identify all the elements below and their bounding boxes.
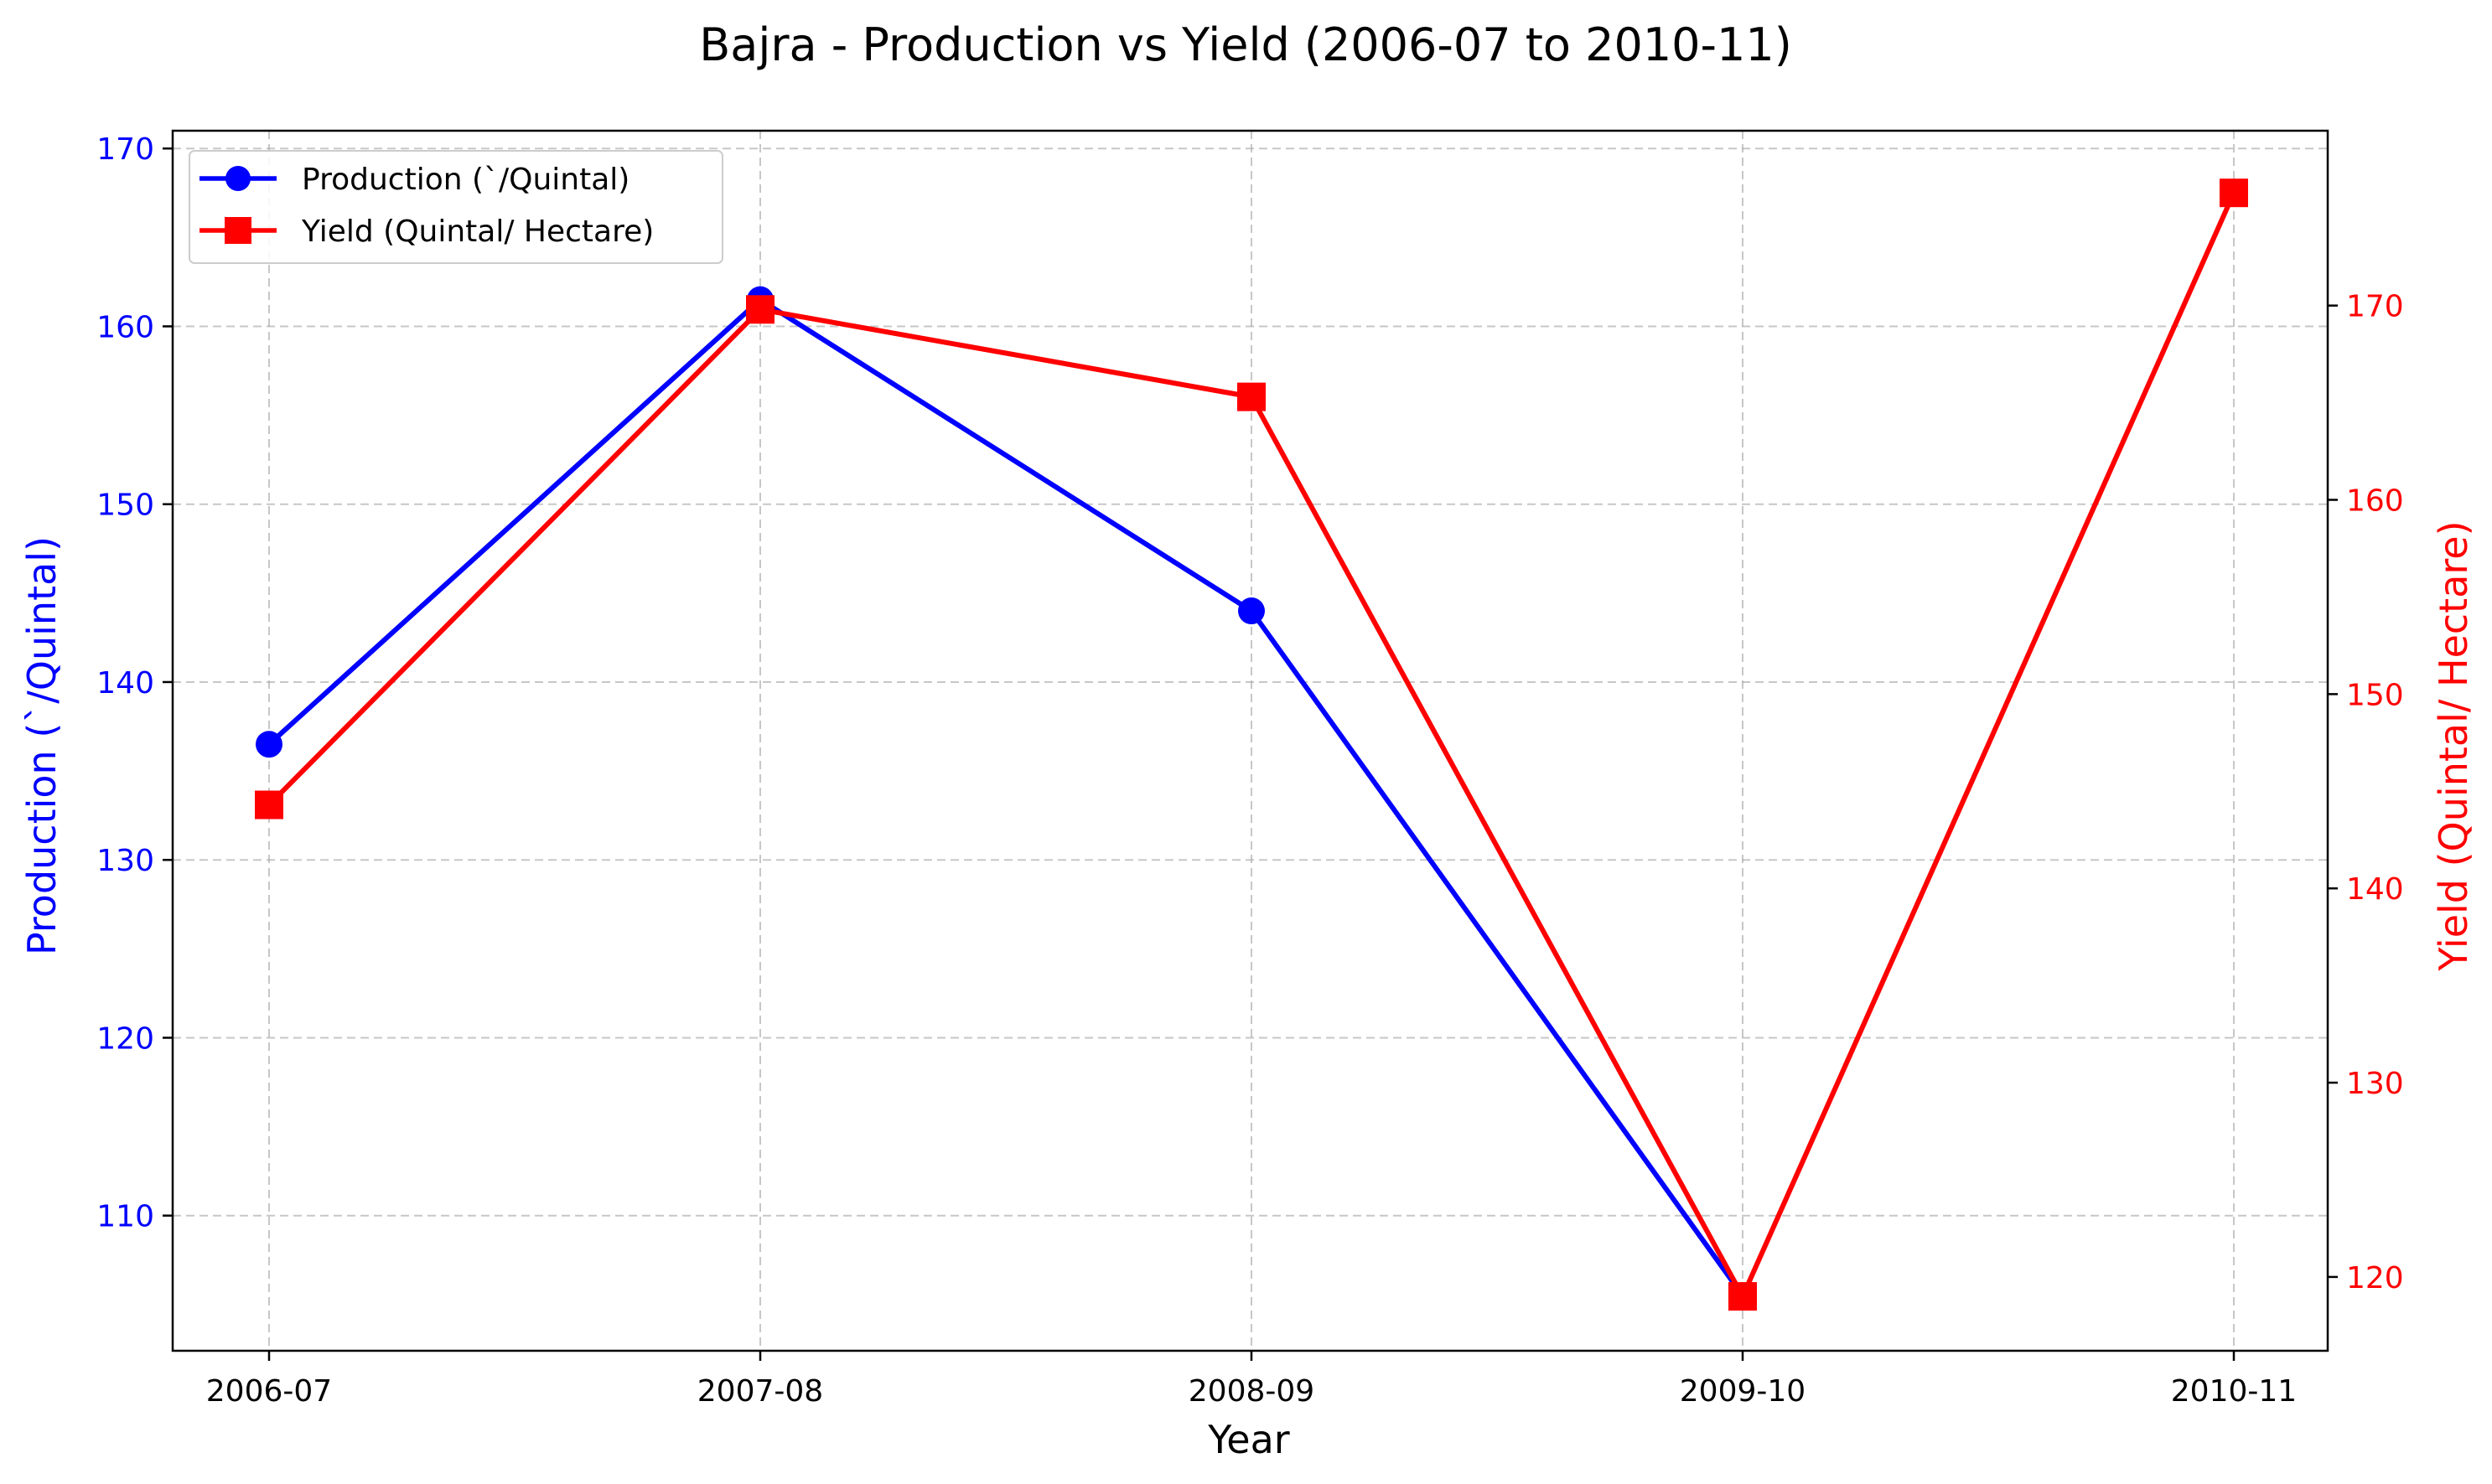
legend-label-production: Production (`/Quintal) — [302, 163, 629, 197]
y-right-tick-label: 140 — [2346, 872, 2404, 907]
legend-marker-production — [225, 166, 251, 191]
data-point-yield — [1237, 382, 1266, 411]
y-left-tick-label: 140 — [96, 666, 154, 701]
x-tick-label: 2010-11 — [2171, 1374, 2297, 1409]
legend-entry-production: Production (`/Quintal) — [199, 163, 629, 197]
data-point-production — [1238, 597, 1265, 625]
series-yield — [255, 178, 2248, 1311]
plot-area-frame — [171, 129, 2329, 1352]
x-tick-label: 2009-10 — [1680, 1374, 1806, 1409]
y-axis-left: 110 120 130 140 150 160 170 — [96, 132, 173, 1234]
y-left-tick-label: 130 — [96, 844, 154, 878]
data-point-production — [256, 731, 282, 758]
chart-title: Bajra - Production vs Yield (2006-07 to … — [699, 18, 1792, 71]
x-tick-label: 2006-07 — [206, 1374, 332, 1409]
y-left-tick-label: 160 — [96, 310, 154, 344]
legend-entry-yield: Yield (Quintal/ Hectare) — [199, 215, 654, 249]
data-point-yield — [746, 295, 775, 324]
y-axis-right: 120 130 140 150 160 170 — [2328, 290, 2404, 1295]
data-point-yield — [255, 790, 283, 820]
y-left-tick-label: 120 — [96, 1021, 154, 1056]
legend-label-yield: Yield (Quintal/ Hectare) — [301, 215, 654, 249]
y-right-tick-label: 160 — [2346, 484, 2404, 519]
x-tick-label: 2007-08 — [697, 1374, 823, 1409]
x-tick-label: 2008-09 — [1189, 1374, 1314, 1409]
y-left-tick-label: 170 — [96, 132, 154, 167]
x-axis-label: Year — [1207, 1417, 1289, 1462]
y-right-tick-label: 150 — [2346, 678, 2404, 712]
data-point-yield — [1728, 1282, 1757, 1311]
y-right-tick-label: 130 — [2346, 1067, 2404, 1101]
legend-box — [189, 150, 723, 264]
y-right-tick-label: 120 — [2346, 1261, 2404, 1295]
data-point-yield — [2220, 178, 2248, 208]
legend-marker-yield — [225, 217, 251, 244]
grid — [173, 131, 2328, 1351]
y-left-tick-label: 150 — [96, 489, 154, 523]
legend: Production (`/Quintal) Yield (Quintal/ H… — [189, 150, 723, 264]
series-layer — [255, 178, 2248, 1311]
y-right-tick-label: 170 — [2346, 290, 2404, 324]
series-line-production — [267, 297, 1745, 1297]
y-axis-right-label: Yield (Quintal/ Hectare) — [2431, 520, 2476, 971]
y-left-tick-label: 110 — [96, 1200, 154, 1234]
y-axis-left-label: Production (`/Quintal) — [19, 536, 65, 955]
x-axis: 2006-07 2007-08 2008-09 2009-10 2010-11 — [206, 1351, 2297, 1409]
